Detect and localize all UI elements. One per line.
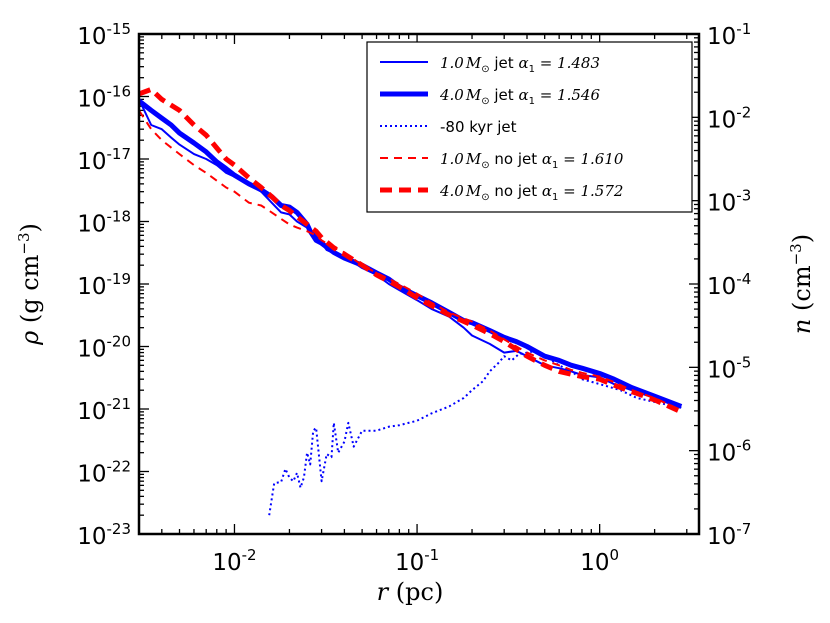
series-line-2 [139,98,683,409]
legend-entry-2: 4.0 M⊙ jet α1 = 1.546 [439,86,600,107]
x-axis-label: r (pc) [377,578,444,606]
series-group [139,86,683,516]
series-line-5 [139,86,683,415]
y2-tick-label: 10-4 [707,270,751,300]
y-tick-label: 10-23 [77,520,131,550]
y-tick-label: 10-21 [77,395,131,425]
plot-frame [137,32,701,536]
legend-entry-4: 1.0 M⊙ no jet α1 = 1.610 [440,150,624,171]
legend-entry-3: -80 kyr jet [440,118,517,136]
y-tick-label: 10-20 [77,333,131,363]
y2-tick-label: 10-3 [707,187,751,217]
tick-labels: 10-2 10-1 100 10-15 10-16 10-17 10-18 10-19 10-2… [77,20,751,576]
y2-tick-label: 10-7 [707,520,751,550]
y2-tick-label: 10-1 [707,20,751,50]
y2-axis-label: n (cm−3) [787,234,816,334]
legend-entry-5: 4.0 M⊙ no jet α1 = 1.572 [439,182,623,203]
y-tick-label: 10-17 [77,145,131,175]
x-tick-label: 10-1 [395,546,439,576]
x-tick-label: 10-2 [212,546,256,576]
y-tick-label: 10-15 [77,20,131,50]
y-tick-label: 10-19 [77,270,131,300]
x-tick-label: 100 [580,546,619,576]
y2-tick-label: 10-5 [707,353,751,383]
y-tick-label: 10-22 [77,458,131,488]
legend-entry-1: 1.0 M⊙ jet α1 = 1.483 [440,54,600,75]
y-tick-label: 10-16 [77,83,131,113]
y2-tick-label: 10-2 [707,103,751,133]
y-axis-label: ρ (g cm−3) [15,223,44,346]
series-line-3 [268,349,682,516]
y-tick-label: 10-18 [77,208,131,238]
y2-tick-label: 10-6 [707,437,751,467]
legend: 1.0 M⊙ jet α1 = 1.483 4.0 M⊙ jet α1 = 1.54… [366,41,693,213]
